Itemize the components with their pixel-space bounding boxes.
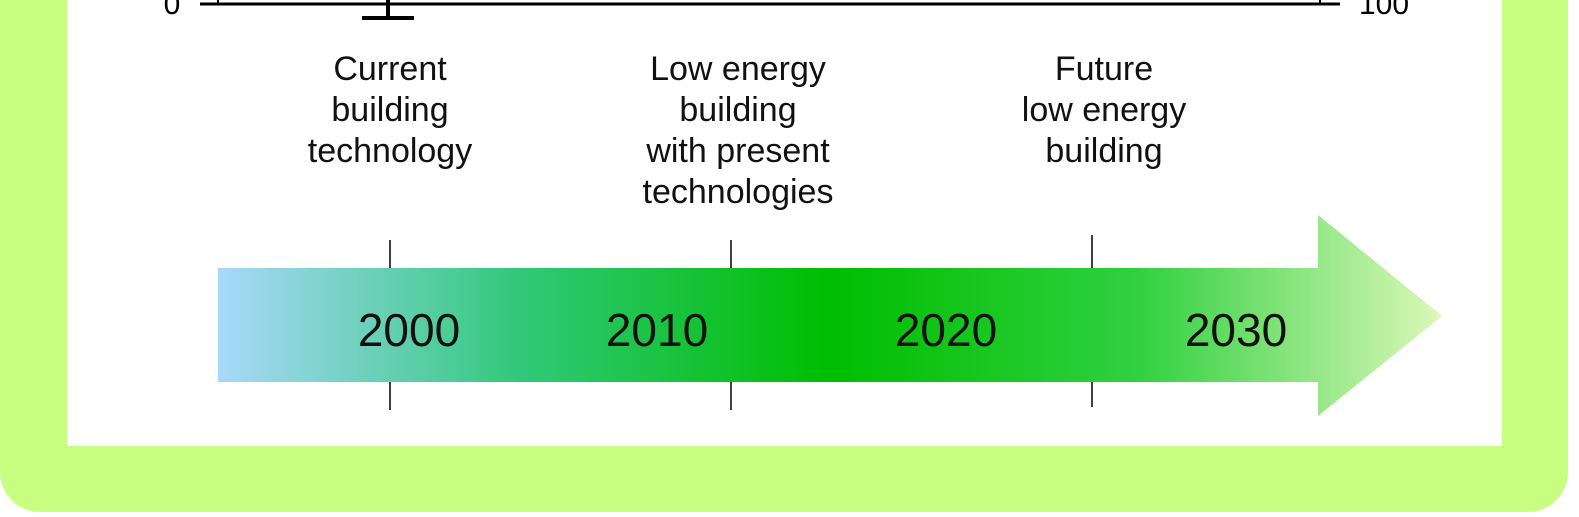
year: 2020: [895, 304, 997, 356]
milestone-label: with present: [645, 132, 830, 170]
axis-max-label: 100: [1359, 0, 1409, 21]
timeline-arrow: [218, 215, 1442, 416]
milestone-label: Current: [333, 50, 447, 88]
milestone-label: technology: [308, 132, 472, 170]
axis-min-label: 0: [164, 0, 181, 21]
year: 2030: [1185, 304, 1287, 356]
milestone-label: low energy: [1022, 91, 1186, 129]
tick-group: [389, 235, 1093, 410]
milestone-label: Low energy: [650, 50, 826, 88]
milestone-label: Future: [1055, 50, 1153, 88]
year: 2010: [606, 304, 708, 356]
milestone-label: building: [679, 91, 796, 129]
milestone-label: technologies: [643, 173, 834, 211]
year: 2000: [358, 304, 460, 356]
milestone-label: building: [331, 91, 448, 129]
milestone-label: building: [1045, 132, 1162, 170]
